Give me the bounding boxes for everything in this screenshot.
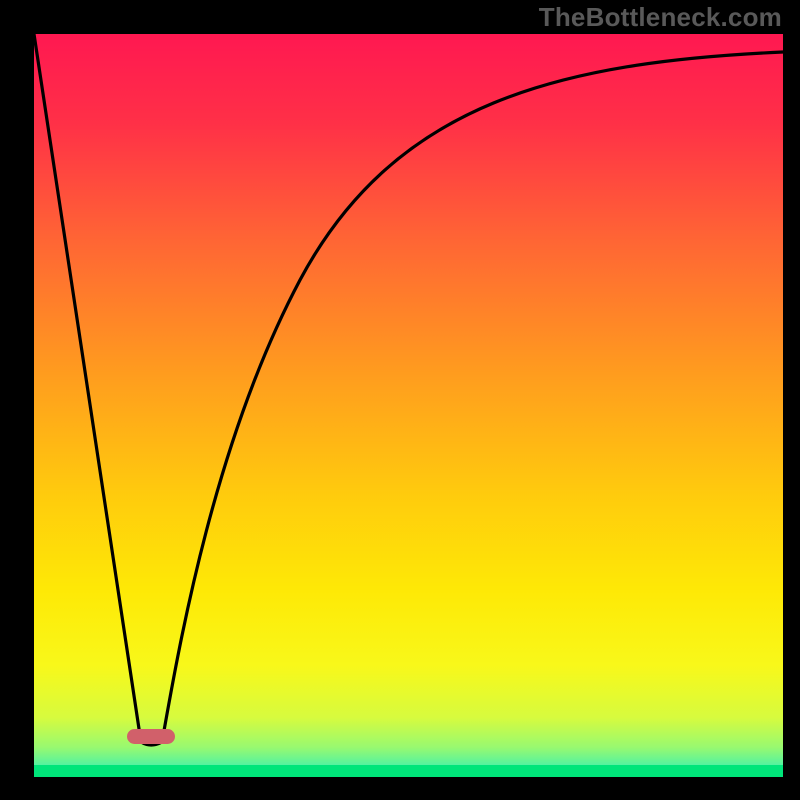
bottleneck-curve xyxy=(34,34,783,777)
optimal-marker xyxy=(127,729,175,744)
plot-area xyxy=(34,34,783,777)
watermark-text: TheBottleneck.com xyxy=(539,2,782,33)
chart-frame: { "watermark": { "text": "TheBottleneck.… xyxy=(0,0,800,800)
watermark-label: TheBottleneck.com xyxy=(539,2,782,32)
